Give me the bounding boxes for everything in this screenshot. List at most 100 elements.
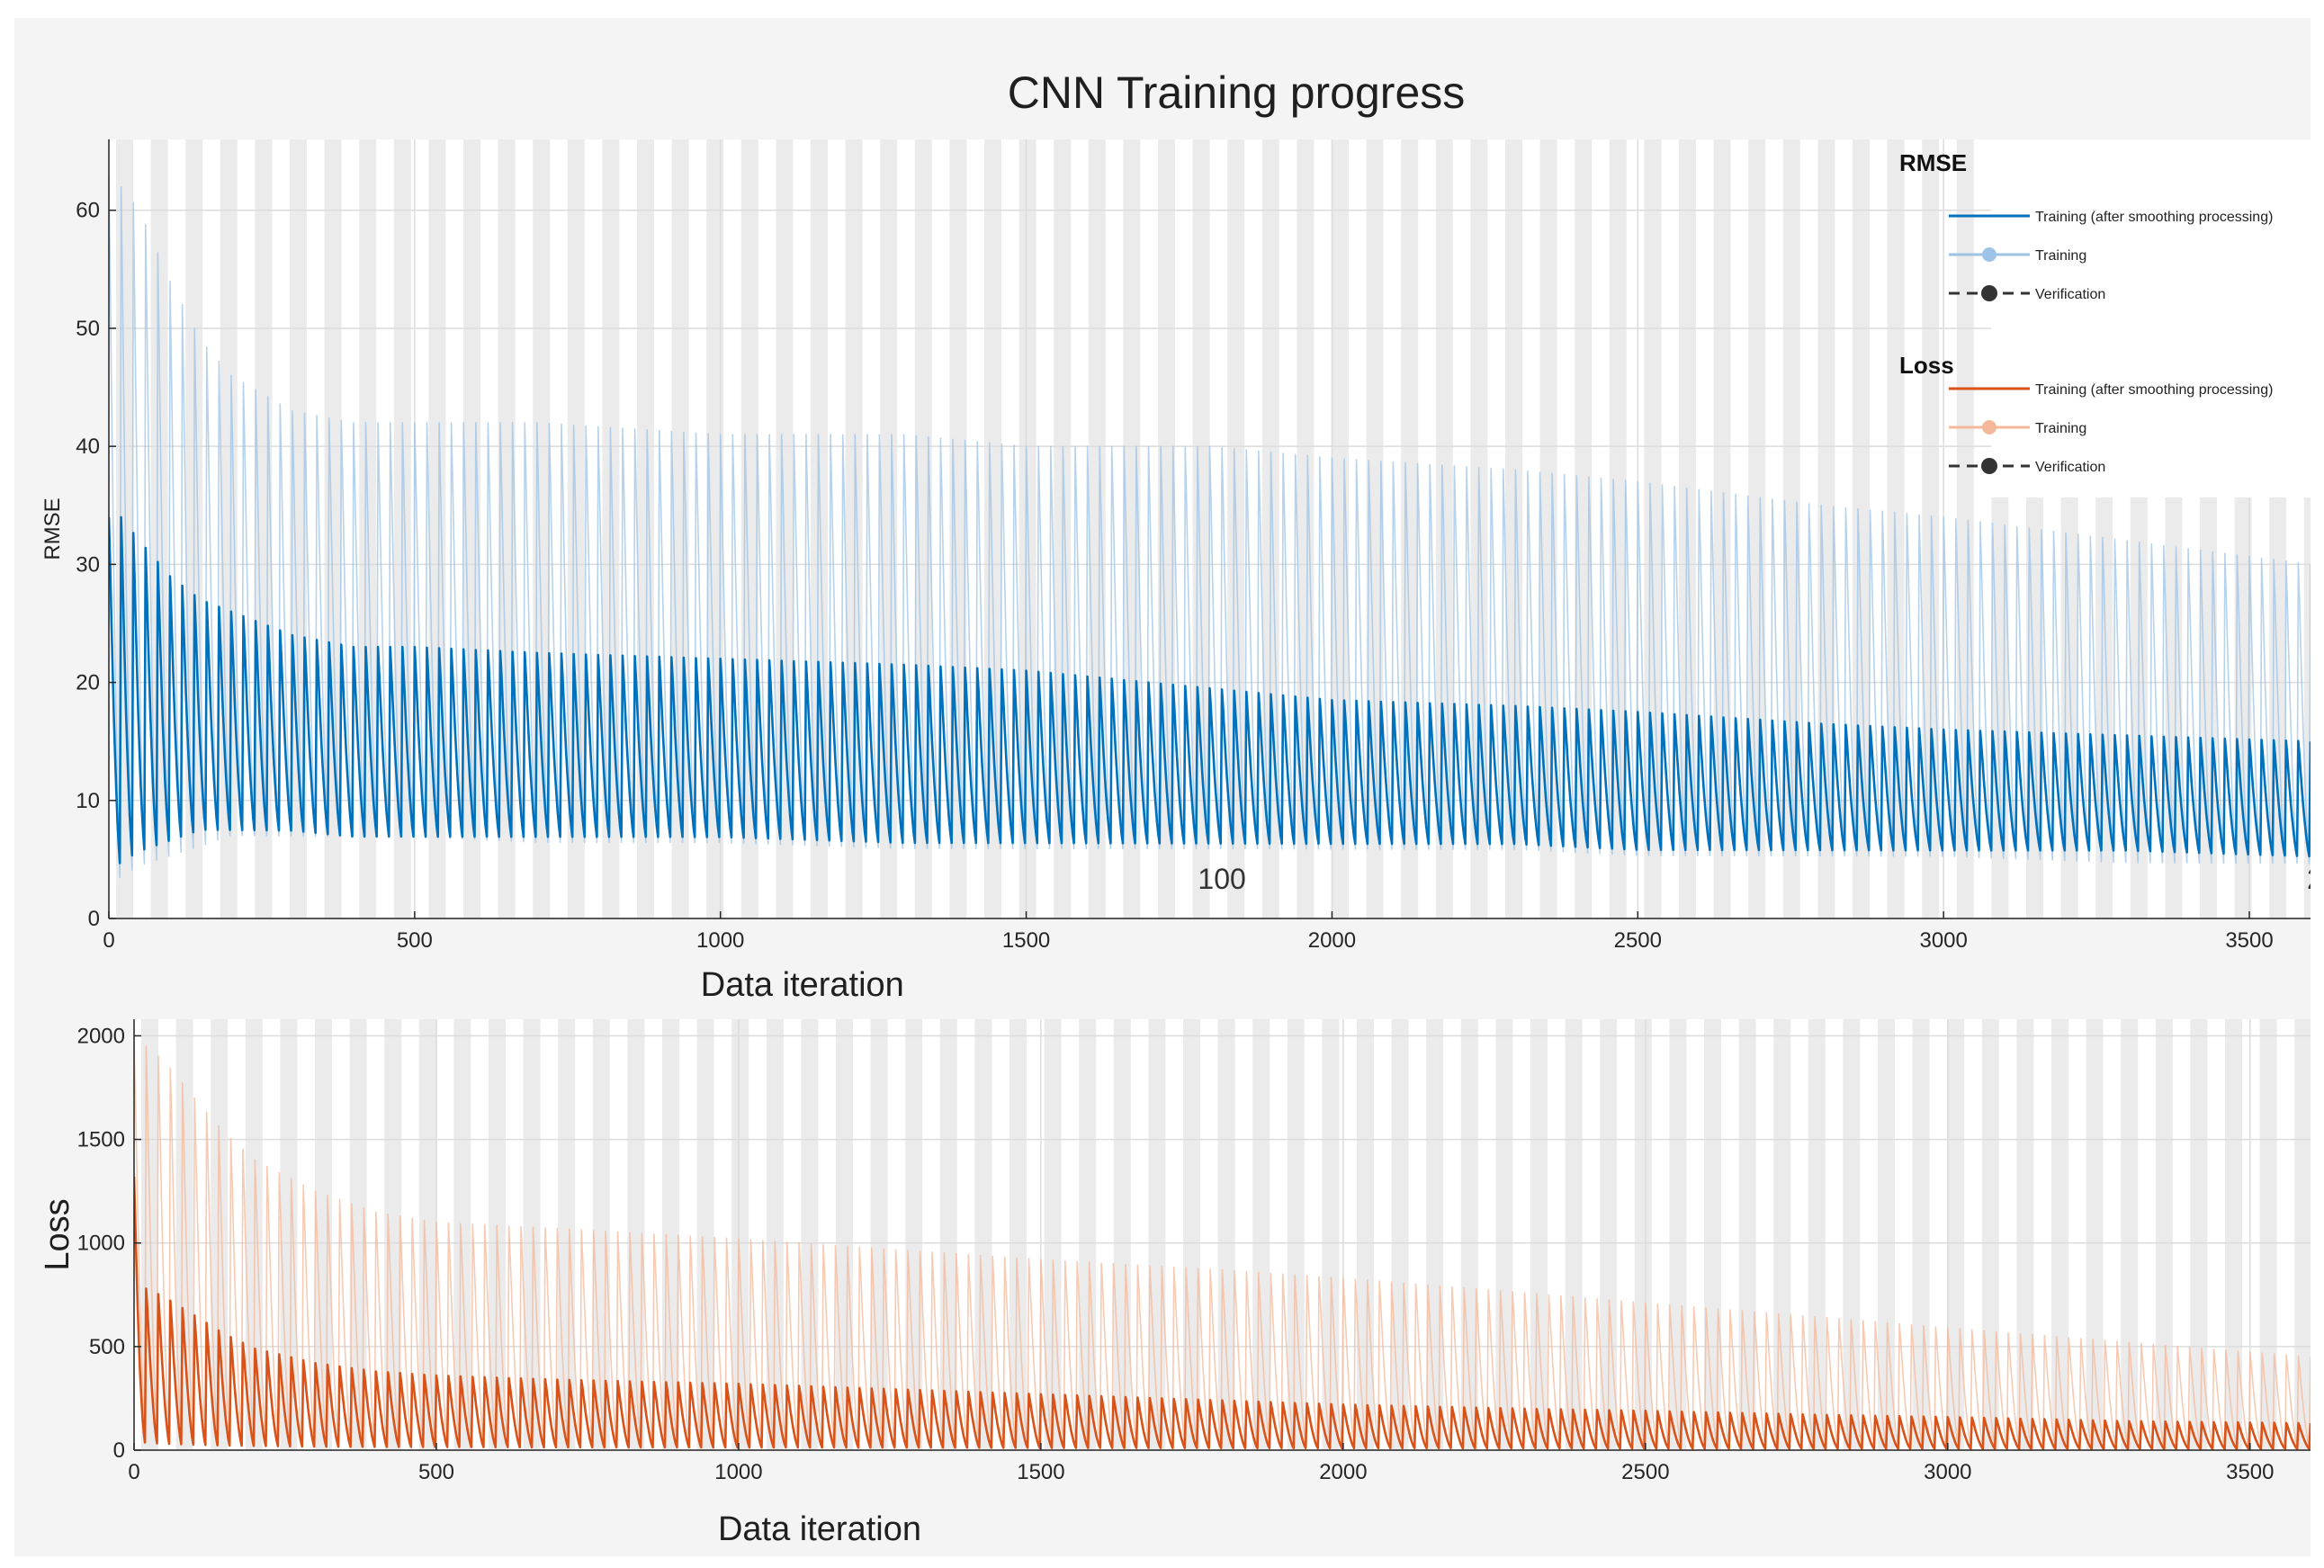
legend-item-label: Verification (2035, 287, 2105, 302)
epoch-band (2121, 1019, 2139, 1450)
epoch-band (1773, 1019, 1791, 1450)
epoch-band (1634, 1019, 1652, 1450)
epoch-band (1808, 1019, 1826, 1450)
y-tick-label: 40 (76, 435, 100, 459)
annotation-label: 100 (1198, 863, 1245, 895)
epoch-band (939, 1019, 957, 1450)
epoch-band (1079, 1019, 1097, 1450)
epoch-band (1530, 1019, 1548, 1450)
epoch-band (1912, 1019, 1930, 1450)
epoch-band (905, 1019, 923, 1450)
epoch-band (1148, 1019, 1166, 1450)
epoch-band (211, 1019, 229, 1450)
epoch-band (1713, 139, 1731, 918)
x-tick-label: 1500 (1017, 1460, 1064, 1484)
y-tick-label: 0 (88, 907, 100, 931)
series-line-raw (109, 175, 2311, 879)
epoch-band (1183, 1019, 1200, 1450)
x-tick-label: 500 (418, 1460, 454, 1484)
epoch-band (2086, 1019, 2104, 1450)
epoch-band (811, 139, 828, 918)
epoch-band (1088, 139, 1106, 918)
x-tick-label: 0 (103, 928, 114, 953)
epoch-band (602, 139, 620, 918)
x-tick-label: 1000 (714, 1460, 762, 1484)
chart-title: CNN Training progress (1008, 67, 1466, 118)
epoch-band (1738, 1019, 1756, 1450)
epoch-band (949, 139, 967, 918)
figure: CNN Training progress 0 10 20 30 40 50 60 0 500 1… (14, 18, 2311, 1556)
epoch-band (2294, 1019, 2311, 1450)
y-tick-label: 30 (76, 552, 100, 577)
y-tick-label: 20 (76, 671, 100, 695)
loss-panel: 0 500 1000 1500 2000 0 500 1000 1500 2000 2500 3000… (39, 1019, 2311, 1548)
x-tick-label: 3500 (2225, 928, 2273, 953)
epoch-band (801, 1019, 819, 1450)
epoch-band (453, 1019, 471, 1450)
x-axis-label: Data iteration (718, 1510, 921, 1548)
epoch-band (662, 1019, 679, 1450)
epoch-band (1981, 1019, 1999, 1450)
epoch-band (523, 1019, 541, 1450)
epoch-band (2155, 1019, 2173, 1450)
x-tick-label: 1500 (1002, 928, 1050, 953)
legend-swatch-marker (1981, 285, 1997, 301)
y-tick-label: 50 (76, 317, 100, 341)
y-tick-label: 0 (113, 1438, 125, 1463)
x-axis-label: Data iteration (701, 966, 904, 1004)
legend-title: RMSE (1899, 149, 1967, 176)
x-tick-label: 2000 (1319, 1460, 1367, 1484)
x-tick-label: 0 (128, 1460, 139, 1484)
epoch-band (2225, 1019, 2242, 1450)
epoch-band (870, 1019, 888, 1450)
x-tick-label: 1000 (696, 928, 744, 953)
epoch-band (1297, 139, 1315, 918)
x-tick-label: 2500 (1614, 928, 1662, 953)
epoch-band (2190, 1019, 2208, 1450)
epoch-band (1426, 1019, 1444, 1450)
epoch-band (1252, 1019, 1270, 1450)
legend-item-label: Training (2035, 421, 2086, 436)
y-tick-label: 500 (89, 1335, 125, 1359)
epoch-band (1947, 1019, 1965, 1450)
epoch-band (1287, 1019, 1305, 1450)
y-axis-label: Loss (39, 1198, 76, 1270)
epoch-band (1843, 1019, 1861, 1450)
x-tick-label: 3000 (1919, 928, 1967, 953)
epoch-band (1217, 1019, 1235, 1450)
epoch-band (1565, 1019, 1583, 1450)
epoch-band (836, 1019, 853, 1450)
epoch-band (418, 1019, 436, 1450)
epoch-band (1495, 1019, 1513, 1450)
legend-swatch-marker (1982, 247, 1996, 262)
legend-item-label: Verification (2035, 460, 2105, 475)
epoch-band (1644, 139, 1662, 918)
legend-item-label: Training (2035, 248, 2086, 264)
legend-swatch-marker (1981, 458, 1997, 474)
epoch-band (1922, 139, 1940, 918)
epoch-band (1009, 1019, 1027, 1450)
rmse-panel: 0 10 20 30 40 50 60 0 500 1000 1500 2000 2500 3000 350… (40, 139, 2311, 1004)
legend-item-label: Training (after smoothing processing) (2035, 210, 2273, 225)
epoch-band (1391, 1019, 1409, 1450)
legend-box (1991, 139, 2311, 497)
x-tick-label: 3000 (1924, 1460, 1971, 1484)
epoch-band (1704, 1019, 1721, 1450)
epoch-band (290, 139, 307, 918)
epoch-band (1460, 1019, 1478, 1450)
epoch-band (2259, 1019, 2277, 1450)
annotation-label-right: 2 (2307, 863, 2311, 895)
epoch-band (1878, 1019, 1895, 1450)
y-tick-label: 60 (76, 199, 100, 223)
epoch-band (696, 1019, 714, 1450)
epoch-band (1669, 1019, 1687, 1450)
y-axis-label: RMSE (40, 497, 65, 560)
epoch-band (315, 1019, 332, 1450)
x-tick-label: 2500 (1621, 1460, 1669, 1484)
y-tick-label: 1500 (77, 1128, 125, 1152)
epoch-band (1887, 139, 1905, 918)
x-tick-label: 500 (397, 928, 433, 953)
epoch-band (627, 1019, 645, 1450)
epoch-band (384, 1019, 402, 1450)
